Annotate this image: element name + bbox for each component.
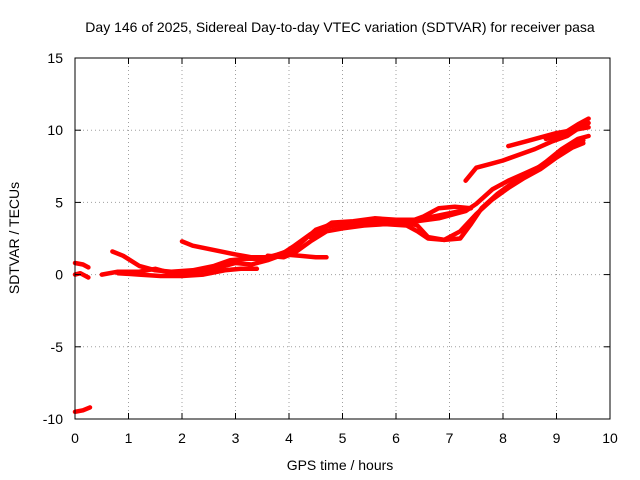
series-track-h: [265, 140, 586, 260]
x-tick-label: 4: [285, 430, 293, 446]
series-layer: [72, 116, 591, 415]
y-tick-label: -10: [43, 411, 63, 427]
y-tick-label: -5: [51, 339, 64, 355]
x-tick-label: 10: [602, 430, 618, 446]
series-track-n: [543, 116, 591, 142]
x-tick-label: 7: [446, 430, 454, 446]
series-track-a: [72, 260, 91, 270]
series-track-j: [308, 205, 474, 240]
grid-layer: [75, 58, 610, 419]
y-tick-label: 5: [55, 194, 63, 210]
x-axis-label: GPS time / hours: [287, 457, 394, 473]
y-tick-label: 0: [55, 267, 63, 283]
chart-title: Day 146 of 2025, Sidereal Day-to-day VTE…: [85, 19, 595, 35]
series-track-d: [99, 252, 329, 277]
y-axis-label: SDTVAR / TECUs: [6, 182, 22, 294]
series-track-m: [506, 125, 591, 149]
series-track-b: [72, 270, 91, 280]
y-tick-label: 15: [47, 50, 63, 66]
x-tick-label: 1: [125, 430, 133, 446]
x-tick-label: 0: [71, 430, 79, 446]
x-tick-label: 5: [339, 430, 347, 446]
x-tick-label: 9: [553, 430, 561, 446]
series-track-e: [110, 249, 265, 274]
series-track-k: [404, 204, 474, 225]
tick-layer: 0 1 2 3 4 5 6 7 8 9 10 -10 -5 0 5 10 15: [43, 50, 618, 446]
x-tick-label: 8: [499, 430, 507, 446]
x-tick-label: 3: [232, 430, 240, 446]
x-tick-label: 6: [392, 430, 400, 446]
series-track-f: [115, 266, 260, 279]
series-track-c: [72, 405, 93, 415]
series-track-g: [179, 133, 591, 260]
y-tick-label: 10: [47, 122, 63, 138]
x-tick-label: 2: [178, 430, 186, 446]
